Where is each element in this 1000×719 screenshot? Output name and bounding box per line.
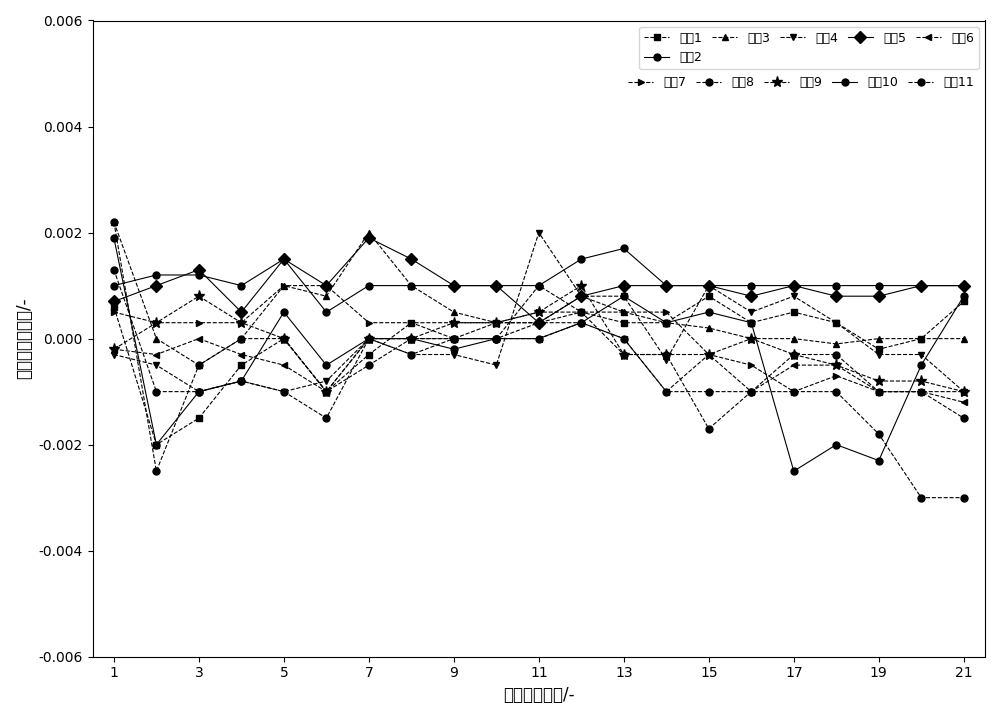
Legend: 通道7, 通道8, 通道9, 通道10, 通道11: 通道7, 通道8, 通道9, 通道10, 通道11 <box>623 71 979 94</box>
Y-axis label: 吸光度动态偏差/-: 吸光度动态偏差/- <box>15 298 33 380</box>
X-axis label: 测试次数序号/-: 测试次数序号/- <box>503 686 575 704</box>
